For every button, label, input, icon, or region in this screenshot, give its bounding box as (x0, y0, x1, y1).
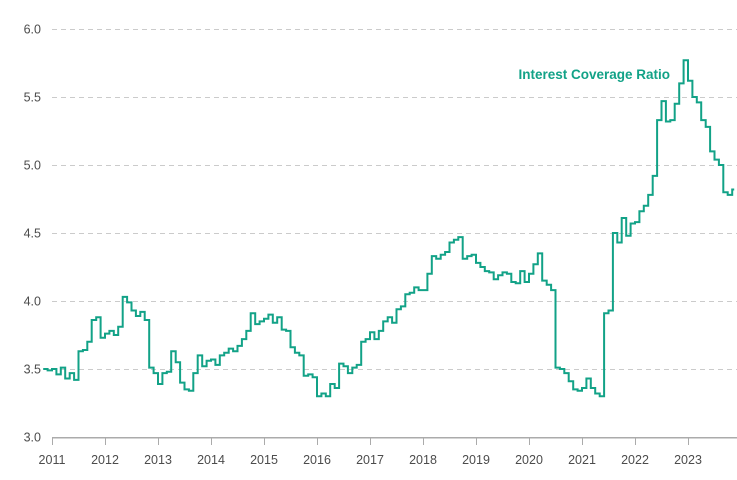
y-tick-label: 3.0 (24, 431, 41, 445)
x-tick-label: 2016 (303, 453, 331, 467)
x-tick-label: 2018 (409, 453, 437, 467)
x-axis-labels: 2011 2012 2013 2014 2015 2016 2017 2018 2019 2020… (39, 453, 702, 467)
y-tick-label: 4.0 (24, 295, 41, 309)
y-tick-label: 6.0 (24, 23, 41, 37)
series-line (43, 59, 735, 398)
x-tick-label: 2019 (462, 453, 490, 467)
x-tick-label: 2013 (144, 453, 172, 467)
gridlines (52, 29, 737, 370)
y-tick-label: 3.5 (24, 363, 41, 377)
x-axis (52, 437, 737, 445)
y-axis-labels: 3.0 3.5 4.0 4.5 5.0 5.5 6.0 (24, 23, 41, 445)
x-tick-label: 2012 (91, 453, 119, 467)
x-tick-label: 2021 (568, 453, 596, 467)
x-tick-label: 2017 (356, 453, 384, 467)
x-tick-label: 2020 (515, 453, 543, 467)
series-label: Interest Coverage Ratio (518, 67, 670, 82)
y-tick-label: 5.5 (24, 91, 41, 105)
x-tick-label: 2022 (621, 453, 649, 467)
x-tick-label: 2023 (674, 453, 702, 467)
y-tick-label: 5.0 (24, 159, 41, 173)
y-tick-label: 4.5 (24, 227, 41, 241)
x-tick-label: 2014 (197, 453, 225, 467)
x-tick-label: 2011 (39, 453, 66, 467)
x-tick-label: 2015 (250, 453, 278, 467)
